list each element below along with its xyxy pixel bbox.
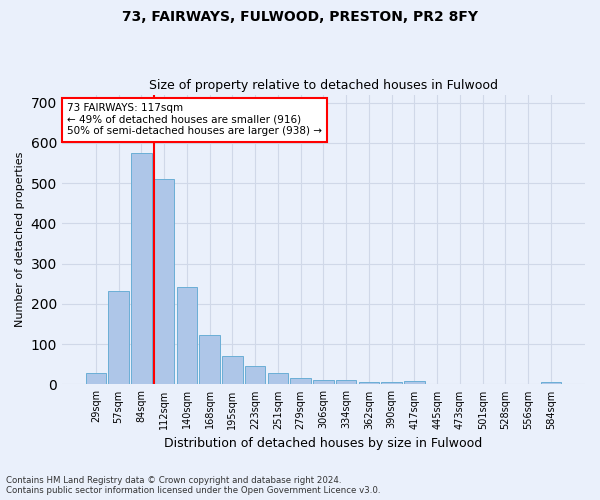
Bar — [313, 380, 334, 384]
X-axis label: Distribution of detached houses by size in Fulwood: Distribution of detached houses by size … — [164, 437, 482, 450]
Bar — [336, 380, 356, 384]
Bar — [154, 179, 175, 384]
Bar — [382, 382, 402, 384]
Bar — [404, 381, 425, 384]
Text: 73 FAIRWAYS: 117sqm
← 49% of detached houses are smaller (916)
50% of semi-detac: 73 FAIRWAYS: 117sqm ← 49% of detached ho… — [67, 104, 322, 136]
Bar — [109, 291, 129, 384]
Bar — [222, 356, 242, 384]
Bar — [359, 382, 379, 384]
Title: Size of property relative to detached houses in Fulwood: Size of property relative to detached ho… — [149, 79, 498, 92]
Bar — [268, 373, 288, 384]
Bar — [86, 373, 106, 384]
Bar — [290, 378, 311, 384]
Text: 73, FAIRWAYS, FULWOOD, PRESTON, PR2 8FY: 73, FAIRWAYS, FULWOOD, PRESTON, PR2 8FY — [122, 10, 478, 24]
Bar — [199, 336, 220, 384]
Text: Contains HM Land Registry data © Crown copyright and database right 2024.
Contai: Contains HM Land Registry data © Crown c… — [6, 476, 380, 495]
Bar — [245, 366, 265, 384]
Bar — [176, 286, 197, 384]
Bar — [131, 153, 152, 384]
Bar — [541, 382, 561, 384]
Y-axis label: Number of detached properties: Number of detached properties — [15, 152, 25, 327]
